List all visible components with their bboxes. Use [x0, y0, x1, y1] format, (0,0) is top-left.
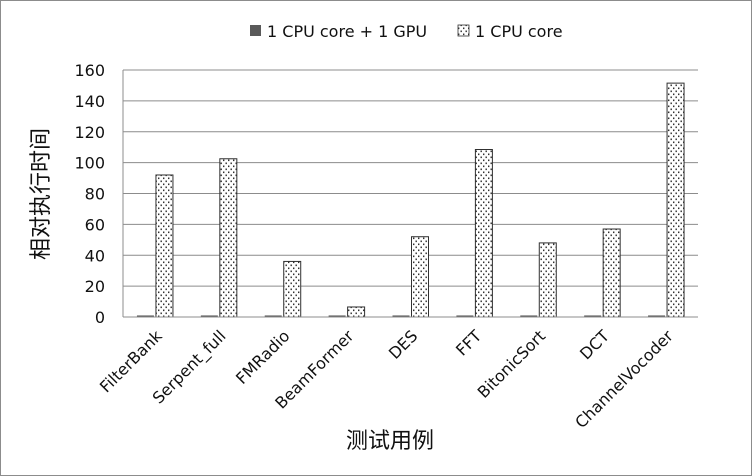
legend-swatch-series-1: [250, 25, 261, 36]
bar-series-2: [411, 236, 429, 318]
y-tick-label: 140: [74, 92, 105, 111]
bar-series-1: [392, 315, 410, 317]
y-axis-ticks: 0 20 40 60 80 100 120 140 160: [74, 61, 105, 327]
y-tick-label: 40: [85, 246, 105, 265]
bar-series-2: [347, 306, 366, 318]
x-tick-label: BitonicSort: [474, 326, 549, 401]
bars: [123, 82, 698, 318]
bar-series-2: [219, 158, 238, 318]
y-axis-title: 相对执行时间: [29, 128, 54, 260]
bar-series-2: [474, 149, 493, 318]
x-axis-title: 测试用例: [346, 429, 434, 454]
y-tick-label: 20: [85, 277, 105, 296]
bar-series-1: [584, 315, 602, 317]
bar-series-2: [155, 174, 174, 318]
x-tick-label: FMRadio: [232, 326, 293, 387]
x-tick-label: FFT: [452, 326, 485, 359]
bar-series-1: [136, 315, 154, 317]
y-tick-label: 120: [74, 123, 105, 142]
bar-series-1: [520, 315, 538, 317]
y-tick-label: 80: [85, 185, 105, 204]
bar-series-1: [456, 315, 474, 317]
legend-label-series-1: 1 CPU core + 1 GPU: [267, 22, 427, 41]
bar-series-2: [283, 260, 302, 318]
bar-series-2: [602, 228, 621, 318]
bar-series-1: [200, 315, 218, 317]
y-tick-label: 160: [74, 61, 105, 80]
y-tick-label: 100: [74, 154, 105, 173]
bar-series-2: [666, 82, 685, 318]
bar-series-1: [264, 315, 282, 317]
bar-series-1: [648, 315, 666, 317]
legend-label-series-2: 1 CPU core: [475, 22, 563, 41]
y-tick-label: 60: [85, 215, 105, 234]
legend: 1 CPU core + 1 GPU 1 CPU core: [250, 22, 563, 41]
x-tick-label: DCT: [576, 326, 613, 363]
y-tick-label: 0: [95, 308, 105, 327]
legend-swatch-series-2: [457, 24, 470, 37]
bar-series-2: [538, 242, 557, 318]
bar-series-1: [328, 315, 346, 317]
x-tick-label: DES: [385, 326, 421, 362]
